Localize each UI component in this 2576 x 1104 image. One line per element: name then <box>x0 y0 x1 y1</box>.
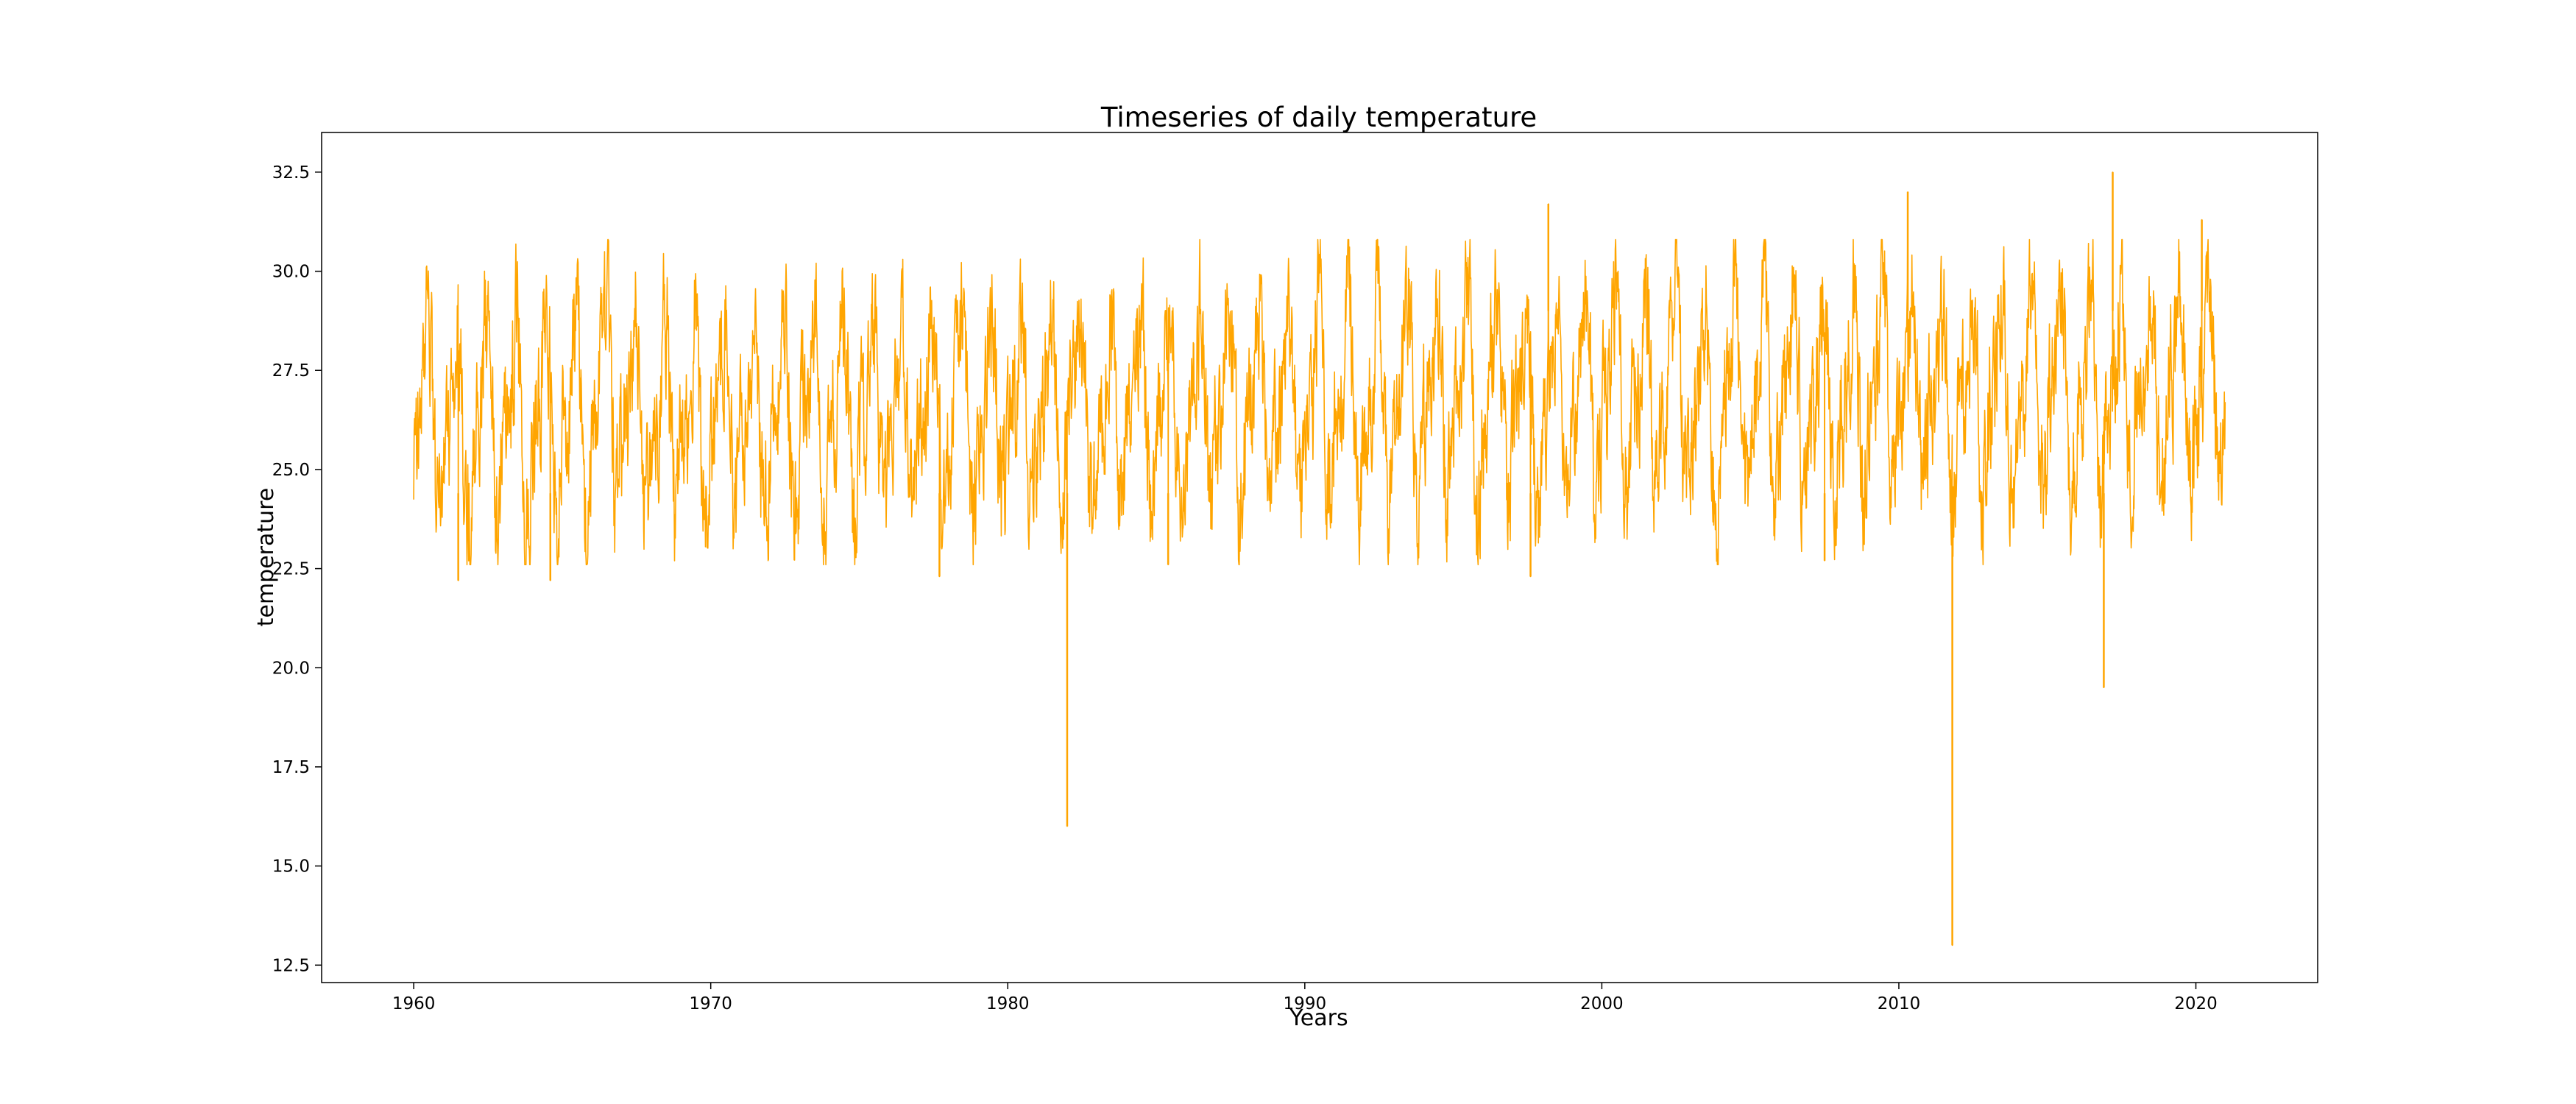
x-tick-label: 1990 <box>1284 994 1327 1013</box>
y-axis-label: temperature <box>253 488 279 627</box>
plot-frame <box>321 132 2318 983</box>
y-tick-label: 22.5 <box>272 560 310 579</box>
temperature-series-line <box>413 171 2226 946</box>
y-tick-label: 30.0 <box>272 263 310 282</box>
y-tick-label: 27.5 <box>272 361 310 381</box>
chart-title: Timeseries of daily temperature <box>1100 102 1537 133</box>
notable-points-group <box>457 171 2203 946</box>
y-tick-label: 12.5 <box>272 956 310 975</box>
y-tick-label: 25.0 <box>272 461 310 480</box>
y-tick-label: 32.5 <box>272 163 310 183</box>
x-tick-label: 2010 <box>1878 994 1921 1013</box>
x-tick-label: 1980 <box>986 994 1030 1013</box>
x-tick-label: 1970 <box>689 994 732 1013</box>
x-axis: 1960 1970 1980 1990 2000 2010 2020 <box>392 983 2218 1013</box>
y-tick-label: 17.5 <box>272 758 310 777</box>
plot-area <box>413 171 2226 946</box>
x-tick-label: 1960 <box>392 994 436 1013</box>
x-axis-label: Years <box>1289 1005 1348 1031</box>
y-tick-label: 15.0 <box>272 857 310 877</box>
y-tick-label: 20.0 <box>272 659 310 678</box>
x-tick-label: 2000 <box>1580 994 1624 1013</box>
y-axis: 12.5 15.0 17.5 20.0 22.5 25.0 27.5 30.0 32.5 <box>272 163 322 975</box>
x-tick-label: 2020 <box>2174 994 2218 1013</box>
